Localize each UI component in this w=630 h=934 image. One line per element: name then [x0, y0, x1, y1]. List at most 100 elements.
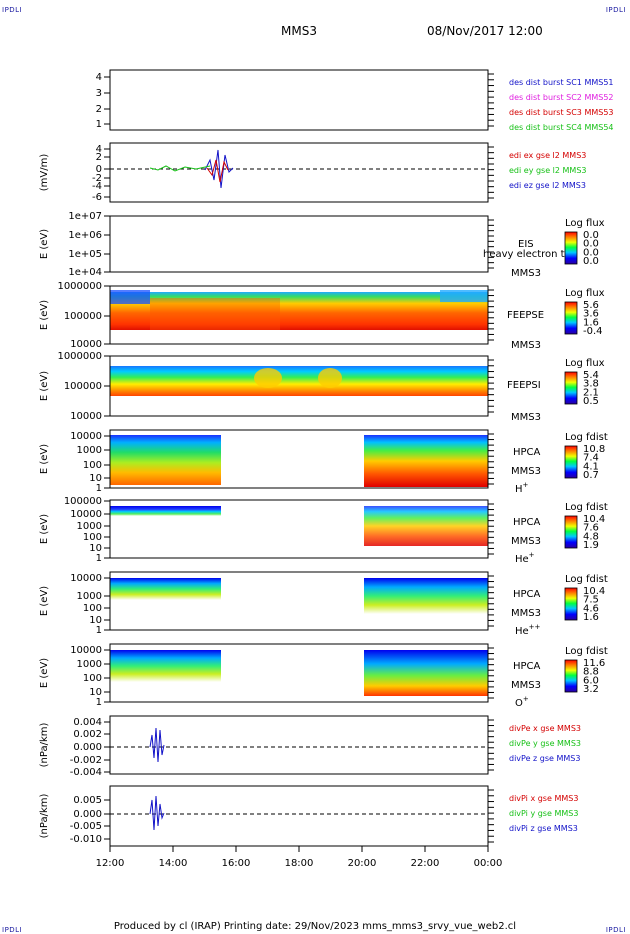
colorbar-tick-label: 11.6: [583, 658, 605, 669]
panel-p11: 0.005 0.000-0.005 -0.010 (nPa/km) divPi x gs…: [39, 785, 578, 847]
species-charge: +: [523, 481, 529, 489]
spacecraft-label: MMS3: [511, 536, 541, 547]
y-tick-label: 1: [96, 553, 102, 564]
colorbar-title: Log flux: [565, 358, 605, 369]
colorbar-tick-label: 5.4: [583, 370, 599, 381]
colorbar-tick-label: 2.1: [583, 387, 599, 398]
y-tick-label: 1e+04: [68, 267, 102, 278]
panel-p6: 10000 1000 100 101 E (eV) HPCA MMS3 H+ Log fdist…: [39, 429, 608, 495]
colorbar-tick-label: 3.6: [583, 309, 599, 320]
spectrogram-images: [110, 290, 488, 696]
panel-p2: 420-2-4-6 (mV/m) edi ex gse l2 MMS3 edi ey …: [39, 142, 587, 203]
colorbar-tick-label: -0.4: [583, 326, 603, 337]
x-tick-label: 22:00: [411, 858, 440, 869]
y-tick-label: -0.004: [70, 767, 102, 778]
spacecraft-label: MMS3: [511, 340, 541, 351]
corner-label-bottom-left: IPDLI: [2, 926, 23, 934]
legend-entry: divPi z gse MMS3: [509, 824, 578, 833]
colorbar-tick-label: 0.0: [583, 247, 599, 258]
y-tick-label: 10: [89, 687, 102, 698]
y-tick-label: 1000000: [57, 351, 102, 362]
feepsi-top-gap: [110, 360, 488, 366]
instrument-label: HPCA: [513, 661, 541, 672]
page-title: MMS3: [281, 24, 317, 38]
species-label: heavy electron tof: [483, 249, 575, 260]
y-tick-label: 1e+07: [68, 211, 102, 222]
colorbar-tick-label: 7.5: [583, 595, 599, 606]
feepsi-bright-spot-1: [254, 368, 282, 388]
colorbar-tick-label: 3.2: [583, 684, 599, 695]
colorbar-title: Log flux: [565, 218, 605, 229]
colorbar-tick-label: 6.0: [583, 675, 599, 686]
panel-frame: [109, 571, 489, 631]
colorbar: [564, 515, 578, 549]
y-axis-label: (nPa/km): [39, 794, 50, 839]
y-tick-label: 2: [96, 152, 102, 163]
hpca-hepp-block-2: [364, 578, 488, 614]
colorbar-title: Log flux: [565, 288, 605, 299]
colorbar-tick-label: 0.0: [583, 239, 599, 250]
y-axis-label: E (eV): [39, 371, 50, 401]
legend-entry: divPe x gse MMS3: [509, 724, 581, 733]
legend-entry: des dist burst SC4 MMS54: [509, 123, 614, 132]
colorbar-tick-label: 0.7: [583, 470, 599, 481]
panel-p4: 1000000 100000 10000 E (eV) FEEPSE MMS3 Log fl…: [39, 281, 605, 351]
panel-frame: [109, 429, 489, 489]
colorbar: [564, 371, 578, 405]
legend-entry: divPe y gse MMS3: [509, 739, 581, 748]
y-tick-label: -0.002: [70, 755, 102, 766]
colorbar-title: Log fdist: [565, 574, 608, 585]
species-label: O+: [515, 695, 529, 709]
y-tick-label: 100: [83, 460, 102, 471]
colorbar-tick-label: 10.4: [583, 586, 605, 597]
species-charge: ++: [529, 623, 541, 631]
feepse-hot-region: [150, 298, 280, 330]
y-tick-label: 10000: [70, 573, 102, 584]
hpca-hepp-block-1: [110, 578, 221, 600]
y-tick-label: 3: [96, 88, 102, 99]
colorbar: [564, 231, 578, 265]
y-tick-label: 1e+05: [68, 249, 102, 260]
colorbar: [564, 301, 578, 335]
y-tick-label: 1000: [77, 659, 102, 670]
legend-entry: des dist burst SC3 MMS53: [509, 108, 614, 117]
legend-entry: edi ex gse l2 MMS3: [509, 151, 586, 160]
y-tick-label: 100: [83, 673, 102, 684]
legend-entry: des dist burst SC1 MMS51: [509, 78, 614, 87]
y-tick-label: 100000: [64, 311, 102, 322]
y-tick-label: 10000: [70, 339, 102, 350]
y-axis-label: E (eV): [39, 300, 50, 330]
x-tick-label: 20:00: [348, 858, 377, 869]
species-label: He+: [515, 551, 535, 565]
spacecraft-label: MMS3: [511, 268, 541, 279]
y-tick-label: 10000: [70, 509, 102, 520]
y-tick-label: 10000: [70, 411, 102, 422]
y-tick-label: 4: [96, 144, 102, 155]
instrument-label: HPCA: [513, 517, 541, 528]
y-axis-label: (mV/m): [39, 154, 50, 192]
y-tick-label: 100000: [64, 381, 102, 392]
y-tick-label: 1: [96, 697, 102, 708]
y-tick-label: 1: [96, 483, 102, 494]
panel-frame: [109, 285, 489, 345]
y-tick-label: 1000: [77, 521, 102, 532]
colorbar-tick-label: 1.6: [583, 612, 599, 623]
spacecraft-label: MMS3: [511, 466, 541, 477]
colorbar-tick-label: 4.8: [583, 531, 599, 542]
footer-credit: Produced by cl (IRAP) Printing date: 29/…: [113, 921, 517, 932]
colorbar-tick-label: 1.9: [583, 540, 599, 551]
colorbar-tick-label: 10.8: [583, 444, 605, 455]
y-tick-label: 0.004: [73, 717, 102, 728]
species-label: He++: [515, 623, 541, 637]
species-charge: +: [523, 695, 529, 703]
hpca-he-block-1: [110, 506, 221, 516]
hpca-o-block-2: [364, 650, 488, 696]
colorbar-tick-label: 0.0: [583, 256, 599, 267]
y-axis-label: E (eV): [39, 586, 50, 616]
y-tick-label: 100000: [64, 496, 102, 507]
y-tick-label: -4: [92, 181, 102, 192]
panel-frame: [109, 215, 489, 273]
colorbar: [564, 659, 578, 693]
